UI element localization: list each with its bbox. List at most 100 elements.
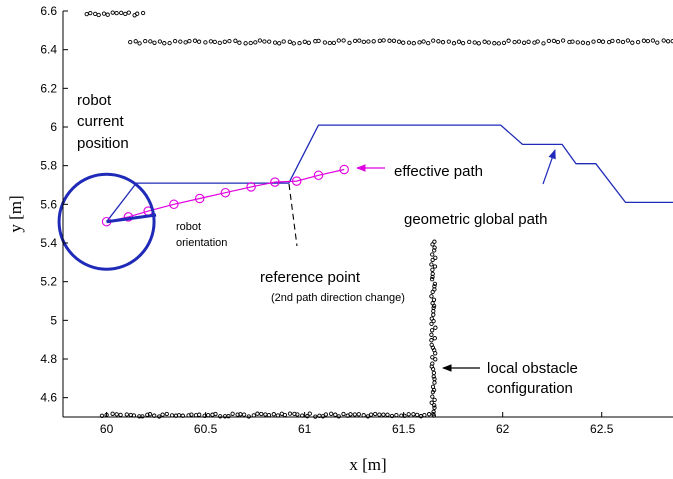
- obstacle-point: [114, 10, 119, 16]
- obstacle-point: [271, 412, 276, 417]
- obstacle-point: [492, 41, 497, 46]
- obstacle-point: [192, 38, 198, 43]
- obstacle-point: [347, 40, 352, 46]
- annotation-orientation: orientation: [176, 237, 227, 249]
- obstacle-point: [320, 414, 326, 419]
- obstacle-point: [213, 411, 218, 417]
- obstacle-point: [287, 411, 293, 416]
- obstacle-point: [110, 411, 115, 416]
- obstacle-point: [235, 412, 240, 417]
- obstacle-point: [476, 41, 481, 46]
- obstacle-point: [440, 40, 446, 45]
- obstacle-point: [535, 39, 540, 44]
- annotation-robot-small: robot: [176, 221, 201, 233]
- obstacle-point: [432, 336, 437, 341]
- obstacle-point: [152, 40, 157, 45]
- x-tick-label: 60: [100, 422, 114, 436]
- annotation-effective-path: effective path: [394, 163, 483, 180]
- obstacle-point: [348, 412, 353, 417]
- obstacle-point: [316, 38, 321, 44]
- obstacle-point: [352, 412, 357, 417]
- y-tick-label: 5.8: [40, 159, 57, 173]
- obstacle-point: [521, 40, 527, 45]
- annotation-path-direction-change: (2nd path direction change): [271, 292, 405, 304]
- obstacle-point: [307, 411, 312, 416]
- y-tick-label: 6.4: [40, 43, 57, 57]
- obstacle-point: [431, 297, 437, 302]
- effective-path-point: [246, 182, 256, 192]
- obstacle-point: [641, 38, 647, 43]
- obstacle-point: [555, 39, 561, 45]
- obstacle-point: [429, 316, 434, 321]
- obstacle-point: [266, 412, 272, 418]
- obstacle-point: [432, 376, 437, 382]
- obstacle-point: [432, 405, 437, 410]
- obstacle-point: [263, 412, 268, 417]
- obstacle-point: [432, 248, 437, 253]
- effective-path-point: [270, 177, 280, 187]
- axes: 60 60.5 61 61.5 62 62.5 4.6 4.8 5 5.2 5.4 5.6 5.8 6 6.…: [6, 4, 673, 474]
- obstacle-point: [432, 264, 438, 269]
- obstacle-point: [148, 39, 153, 44]
- obstacle-point: [262, 39, 267, 44]
- obstacle-point: [591, 39, 596, 44]
- obstacle-point: [429, 277, 435, 282]
- obstacle-point: [585, 41, 591, 46]
- obstacle-point: [432, 380, 437, 385]
- robot-orientation-line: [106, 213, 157, 224]
- obstacle-point: [361, 39, 367, 45]
- obstacle-point: [178, 39, 183, 44]
- obstacle-point: [137, 41, 142, 46]
- obstacle-point: [406, 40, 412, 45]
- obstacle-point: [430, 394, 435, 399]
- obstacle-point: [167, 40, 172, 46]
- obstacle-point: [501, 40, 507, 46]
- obstacle-point: [196, 39, 202, 44]
- obstacle-point: [377, 412, 382, 417]
- obstacle-point: [596, 38, 602, 44]
- obstacle-point: [114, 412, 119, 417]
- obstacle-point: [357, 38, 362, 43]
- obstacle-point: [426, 40, 431, 46]
- obstacle-point: [230, 411, 235, 416]
- annotation-position: position: [77, 135, 129, 152]
- obstacle-point: [208, 39, 214, 44]
- obstacle-point: [381, 412, 386, 417]
- obstacle-point: [203, 40, 208, 45]
- reference-point-dashed-line: [288, 183, 298, 247]
- effective-path-point: [194, 193, 205, 204]
- obstacle-point: [333, 412, 338, 417]
- obstacle-point: [306, 40, 311, 45]
- obstacle-point: [377, 38, 382, 43]
- obstacle-point: [197, 412, 202, 417]
- obstacle-point: [272, 40, 278, 45]
- obstacle-point: [411, 41, 416, 46]
- obstacle-point: [430, 355, 435, 360]
- obstacle-point: [472, 40, 477, 45]
- obstacle-point: [172, 38, 178, 44]
- obstacle-point: [282, 412, 288, 418]
- obstacle-point: [575, 40, 580, 45]
- obstacle-point: [241, 412, 247, 417]
- obstacle-point: [257, 38, 263, 43]
- obstacle-point: [620, 39, 626, 45]
- obstacle-point: [446, 39, 451, 44]
- annotation-reference-point: reference point: [260, 269, 361, 286]
- effective-path-line: [106, 168, 345, 223]
- obstacle-point: [516, 39, 522, 44]
- obstacle-point: [110, 10, 115, 15]
- obstacle-point: [147, 412, 153, 417]
- obstacle-point: [322, 40, 328, 45]
- obstacle-point: [432, 281, 438, 287]
- obstacle-point: [124, 412, 129, 417]
- obstacle-point: [430, 267, 435, 272]
- obstacle-point: [123, 11, 128, 17]
- obstacle-point: [426, 412, 432, 417]
- obstacle-point: [429, 321, 434, 327]
- effective-path-point: [220, 187, 231, 198]
- obstacle-point: [429, 328, 435, 333]
- obstacle-point: [93, 11, 98, 17]
- obstacle-point: [431, 312, 436, 317]
- effective-path-point: [313, 170, 324, 181]
